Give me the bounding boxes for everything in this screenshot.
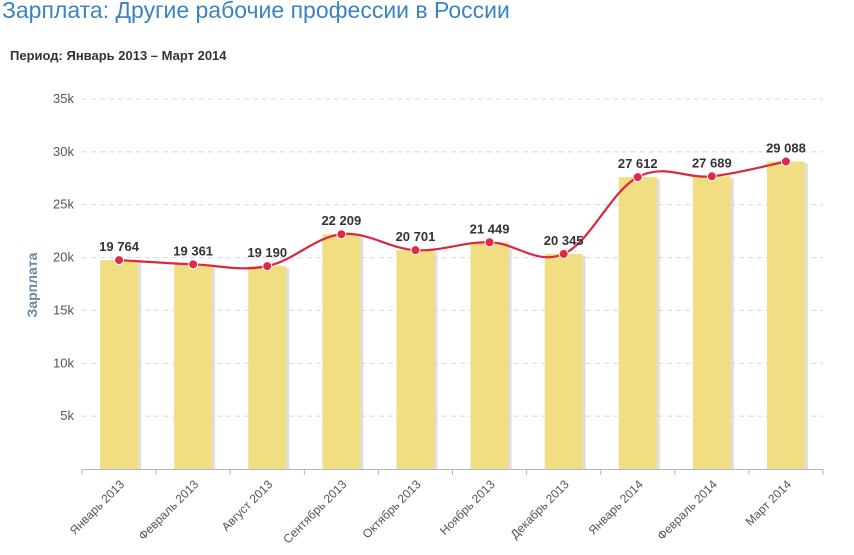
bar: [618, 177, 657, 469]
x-tick-label: Март 2014: [743, 477, 795, 529]
axes: [81, 469, 824, 475]
x-axis-ticks: Январь 2013 Февраль 2013 Август 2013 Сентяб…: [67, 477, 794, 546]
data-point: [188, 259, 199, 270]
x-tick-label: Сентябрь 2013: [280, 477, 349, 546]
data-label: 29 088: [766, 140, 806, 155]
bar: [248, 266, 287, 469]
x-tick-label: Февраль 2013: [136, 477, 202, 543]
x-tick-label: Февраль 2014: [654, 477, 720, 543]
x-tick-label: Ноябрь 2013: [437, 477, 498, 538]
y-tick-label: 5k: [60, 408, 74, 423]
data-label: 20 345: [544, 233, 584, 248]
y-tick-label: 20k: [53, 250, 74, 265]
data-label: 19 361: [173, 243, 213, 258]
bar: [470, 242, 509, 469]
bar: [100, 260, 139, 469]
data-point: [632, 172, 643, 183]
period-label: Период: Январь 2013 – Март 2014: [10, 48, 227, 63]
bar: [692, 176, 731, 469]
x-tick-label: Январь 2013: [67, 477, 127, 537]
data-points: [114, 156, 791, 272]
page-title: Зарплата: Другие рабочие профессии в Рос…: [2, 0, 510, 23]
data-point: [484, 237, 495, 248]
bar: [766, 161, 805, 469]
data-label: 19 190: [247, 245, 287, 260]
data-label: 27 612: [618, 156, 658, 171]
bars: [100, 161, 808, 469]
data-label: 19 764: [99, 239, 140, 254]
data-point: [558, 248, 569, 259]
y-tick-label: 15k: [53, 302, 74, 317]
data-point: [262, 261, 273, 272]
data-label: 20 701: [396, 229, 436, 244]
y-tick-label: 35k: [53, 91, 74, 106]
data-point: [336, 229, 347, 240]
series-line: [118, 160, 787, 270]
data-label: 21 449: [470, 221, 510, 236]
bar: [544, 253, 583, 469]
data-point: [114, 255, 125, 266]
x-tick-label: Январь 2014: [586, 477, 646, 537]
data-point: [706, 171, 717, 182]
data-label: 22 209: [321, 213, 361, 228]
x-tick-label: Август 2013: [219, 477, 276, 534]
y-axis-ticks: 5k 10k 15k 20k 25k 30k 35k: [53, 91, 74, 423]
data-point: [780, 156, 791, 167]
grid-lines: [82, 98, 823, 417]
x-tick-label: Октябрь 2013: [360, 477, 424, 541]
trend-line: [118, 160, 787, 270]
x-tick-label: Декабрь 2013: [508, 477, 572, 541]
data-labels: 19 764 19 361 19 190 22 209 20 701 21 449 20 3…: [99, 140, 806, 260]
y-axis-label: Зарплата: [24, 252, 40, 317]
y-tick-label: 10k: [53, 355, 74, 370]
bar: [174, 264, 213, 469]
y-tick-label: 30k: [53, 144, 74, 159]
bar: [322, 234, 361, 469]
bar: [396, 250, 435, 469]
y-tick-label: 25k: [53, 197, 74, 212]
data-point: [410, 245, 421, 256]
data-label: 27 689: [692, 155, 732, 170]
